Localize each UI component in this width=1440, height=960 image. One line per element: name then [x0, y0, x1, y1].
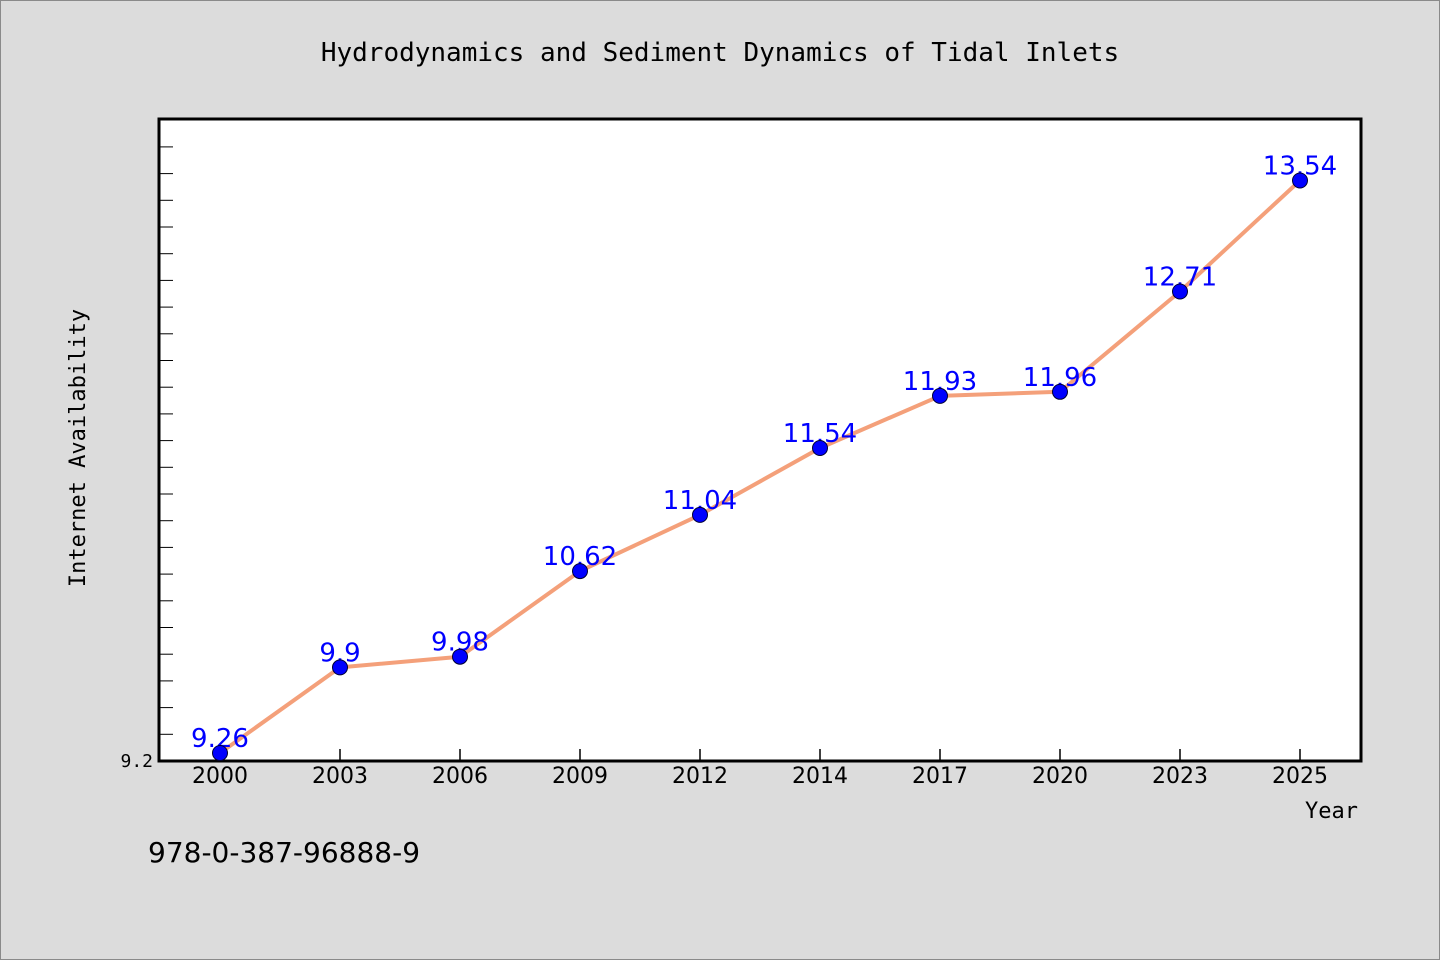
- x-tick-label: 2020: [1032, 764, 1088, 789]
- data-point-marker: [572, 563, 588, 580]
- data-point-marker: [452, 648, 468, 665]
- x-tick-label: 2025: [1272, 764, 1328, 789]
- plot-area: [157, 117, 1363, 763]
- x-tick-label: 2023: [1152, 764, 1208, 789]
- x-tick-label: 2006: [432, 764, 488, 789]
- x-axis-tick-labels: 2000 2003 2006 2009 2012 2014 2017 2020 2023 2025: [192, 764, 1328, 789]
- data-point-marker: [1172, 283, 1188, 300]
- x-axis-label: Year: [1305, 799, 1358, 824]
- chart-title: Hydrodynamics and Sediment Dynamics of T…: [321, 38, 1119, 68]
- data-point-marker: [932, 387, 948, 404]
- data-point-marker: [812, 440, 828, 456]
- x-tick-label: 2009: [552, 764, 608, 789]
- data-point-marker: [332, 659, 348, 676]
- x-tick-label: 2014: [792, 764, 848, 789]
- x-tick-label: 2003: [312, 764, 368, 789]
- data-point-marker: [1052, 383, 1068, 400]
- data-point-marker: [212, 745, 228, 761]
- data-point-marker: [1292, 172, 1308, 189]
- y-axis-minor-ticks: [159, 146, 173, 762]
- x-tick-label: 2012: [672, 764, 728, 789]
- data-point-marker: [692, 506, 708, 523]
- isbn-footer: 978-0-387-96888-9: [148, 836, 420, 869]
- series-markers: [212, 172, 1308, 761]
- x-tick-label: 2017: [912, 764, 968, 789]
- series-line: [218, 179, 1302, 755]
- x-tick-label: 2000: [192, 764, 248, 789]
- y-tick-label: 9.2: [120, 751, 153, 772]
- y-axis-label: Internet Availability: [66, 309, 91, 587]
